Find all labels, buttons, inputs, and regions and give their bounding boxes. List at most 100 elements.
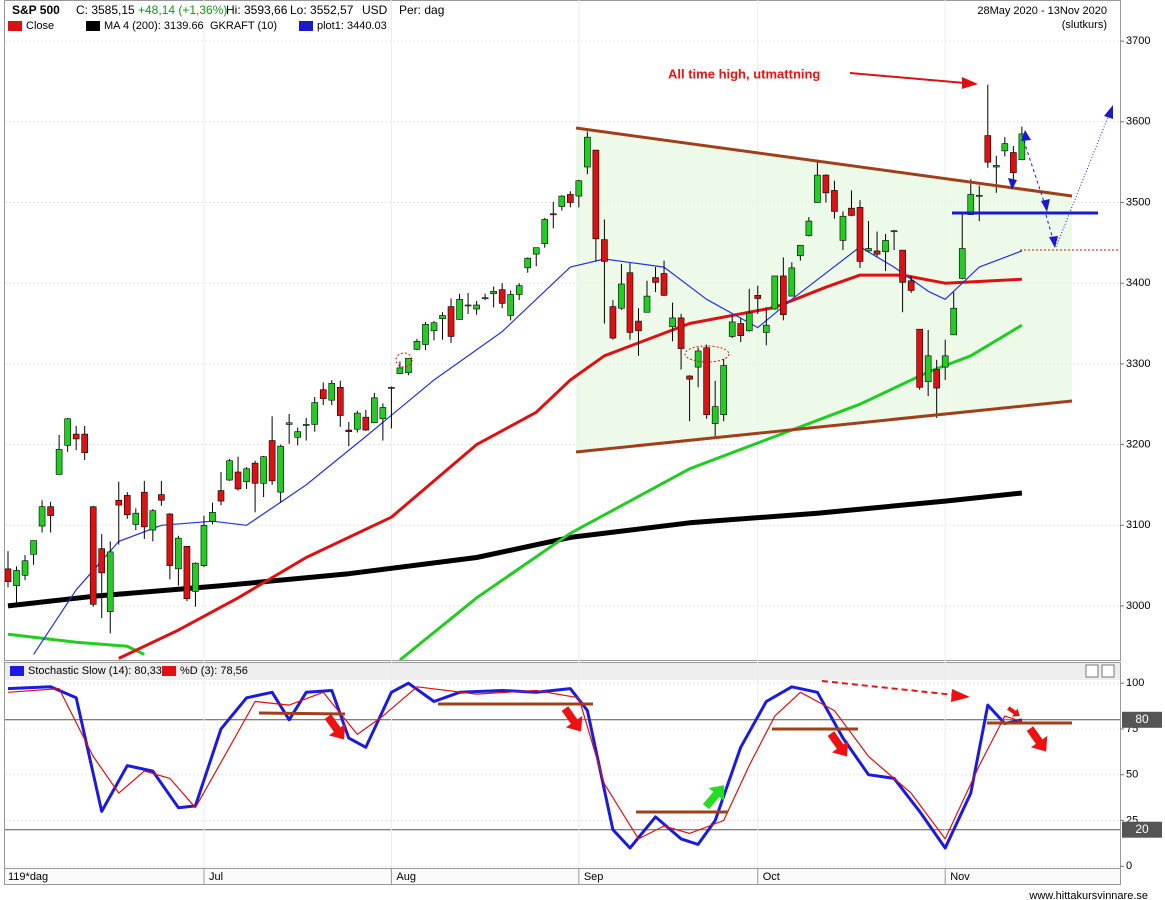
candle-body: [498, 289, 506, 304]
date-range: 28May 2020 - 13Nov 2020: [977, 5, 1107, 17]
trend-line: [575, 399, 1073, 454]
candle-body: [865, 248, 872, 252]
tool-icon[interactable]: [1101, 664, 1115, 678]
y-tick-label: 3200: [1126, 438, 1150, 450]
candle-body: [379, 407, 387, 420]
marker: [395, 352, 413, 368]
y-tick-label: 3600: [1126, 116, 1150, 128]
marker: [684, 345, 730, 363]
legend-swatch: [10, 666, 24, 676]
annotations: All time high, utmattning: [258, 66, 1120, 814]
candle-body: [797, 244, 804, 257]
candle-body: [814, 174, 821, 203]
symbol: S&P 500: [12, 3, 60, 17]
legend-swatch: [86, 21, 100, 31]
x-tick-label: Aug: [396, 871, 416, 883]
candle-body: [132, 512, 140, 525]
candle-body: [907, 280, 915, 291]
y-tick-label: 100: [1126, 677, 1144, 689]
candle-body: [72, 433, 80, 440]
candle-body: [677, 317, 685, 349]
arrow-head: [1008, 178, 1017, 190]
candle-body: [1010, 152, 1017, 173]
candle-body: [532, 247, 540, 255]
legend-label: plot1: 3440.03: [317, 20, 387, 32]
candle-body: [950, 307, 958, 336]
candle-body: [396, 367, 404, 374]
y-tick-label: 3500: [1126, 196, 1150, 208]
candle-body: [38, 506, 46, 527]
candle-body: [856, 207, 864, 262]
level-box: [1122, 821, 1162, 838]
candle-body: [805, 220, 813, 236]
candle-body: [354, 412, 361, 430]
arrow-head: [962, 77, 978, 89]
tool-icon[interactable]: [1085, 664, 1099, 678]
candle-body: [319, 389, 327, 399]
candle-body: [336, 386, 344, 416]
trend-line: [575, 126, 1073, 198]
arrow: [1055, 111, 1111, 248]
candle-body: [601, 239, 608, 262]
candle-body: [660, 273, 668, 296]
candle-body: [328, 382, 336, 401]
candle-body: [64, 418, 71, 446]
candle-body: [5, 568, 12, 583]
candle-body: [635, 320, 642, 332]
candle-body: [1001, 143, 1009, 152]
candle-body: [362, 416, 370, 431]
candle-body: [720, 365, 727, 416]
candle-body: [754, 295, 762, 299]
price-type: (slutkurs): [1062, 19, 1107, 31]
candle-body: [984, 135, 992, 163]
candle-body: [507, 294, 514, 316]
candle-body: [933, 369, 940, 389]
candle-body: [745, 312, 753, 332]
currency: USD: [362, 3, 388, 17]
candle-body: [541, 219, 549, 244]
candle-body: [217, 490, 225, 502]
candle-body: [234, 471, 242, 490]
line-series: [7, 681, 1023, 850]
candle-body: [686, 375, 693, 380]
candle-body: [592, 149, 600, 240]
candle-body: [822, 174, 830, 194]
candle-body: [703, 347, 710, 416]
candle-body: [737, 323, 745, 336]
candle-body: [430, 322, 438, 332]
candle-body: [268, 440, 276, 482]
x-axis-strip: [4, 868, 1121, 885]
candle-body: [456, 299, 463, 320]
candle-body: [106, 551, 114, 612]
stoch-lines: [258, 702, 1072, 814]
candle-body: [993, 165, 1000, 168]
triangle-fill: [576, 128, 1072, 452]
level-label: 20: [1135, 822, 1149, 836]
candle-body: [890, 230, 898, 233]
candle-body: [473, 304, 480, 310]
candle-body: [652, 277, 659, 283]
y-tick-label: 3400: [1126, 277, 1150, 289]
legend-label: MA 4 (200): 3139.66: [104, 20, 204, 32]
candle-body: [575, 180, 583, 197]
line-series: [7, 686, 1023, 840]
change: +48,14 (+1,36%): [138, 3, 227, 17]
x-tick-label: Nov: [950, 871, 970, 883]
legend-swatch: [8, 21, 22, 31]
candle-body: [226, 460, 233, 481]
y-tick-label: 3100: [1126, 519, 1150, 531]
candle-body: [958, 248, 966, 279]
candle-body: [405, 357, 412, 374]
candle-body: [115, 499, 123, 506]
candle-body: [524, 257, 532, 269]
stoch-arrows: [324, 706, 1048, 757]
drawings: [576, 128, 1072, 452]
candle-body: [924, 355, 932, 382]
arrow: [821, 680, 956, 696]
candle-body: [464, 304, 472, 307]
arrow-head: [1049, 236, 1058, 248]
candle-body: [762, 324, 770, 333]
candle-body: [1018, 133, 1026, 161]
candle-body: [294, 431, 301, 438]
